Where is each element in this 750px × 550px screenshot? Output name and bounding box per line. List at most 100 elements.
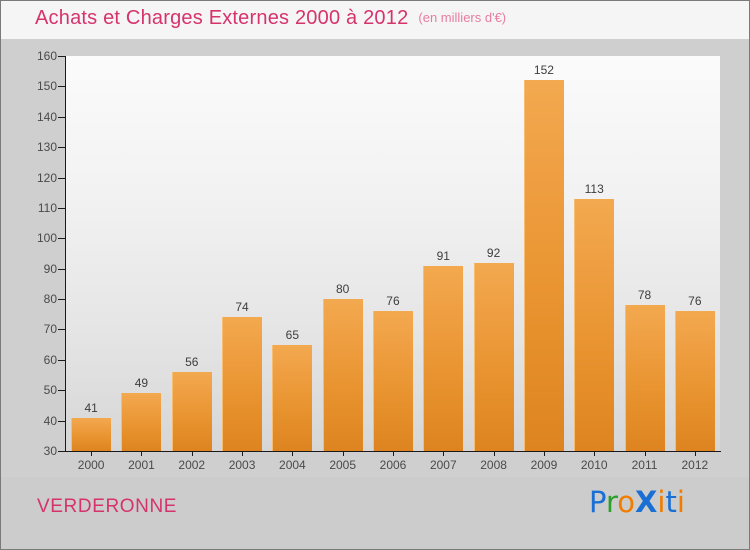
y-axis-tick <box>58 116 65 118</box>
x-axis-label: 2012 <box>681 458 709 472</box>
x-axis-tick <box>544 451 545 456</box>
bar-value-label: 92 <box>486 245 501 260</box>
x-axis-label: 2009 <box>530 458 558 472</box>
bar-slot: 113 <box>569 56 619 451</box>
y-axis-tick <box>58 238 65 240</box>
y-axis-tick <box>58 207 65 209</box>
chart-header: Achats et Charges Externes 2000 à 2012 (e… <box>1 1 749 39</box>
chart-footer: VERDERONNE ProXiti <box>1 477 749 549</box>
bar-value-label: 80 <box>335 282 350 297</box>
y-axis-tick <box>58 147 65 149</box>
bar-slot: 41 <box>66 56 116 451</box>
bar[interactable] <box>674 311 715 451</box>
x-axis-label: 2005 <box>329 458 357 472</box>
y-axis-label: 60 <box>43 352 57 367</box>
y-axis-tick <box>58 420 65 422</box>
bar-value-label: 49 <box>134 376 149 391</box>
bar-value-label: 65 <box>285 327 300 342</box>
bar-slot: 76 <box>670 56 720 451</box>
bar[interactable] <box>322 299 363 451</box>
entity-name: VERDERONNE <box>37 496 178 517</box>
proxiti-logo[interactable]: ProXiti <box>589 485 685 520</box>
y-axis-tick <box>58 451 65 452</box>
bar[interactable] <box>473 262 514 451</box>
x-axis-label: 2003 <box>228 458 256 472</box>
y-axis-label: 130 <box>36 140 57 155</box>
y-axis-label: 40 <box>43 413 57 428</box>
bar[interactable] <box>574 198 615 451</box>
y-axis-tick <box>58 329 65 331</box>
x-axis-label: 2004 <box>279 458 306 472</box>
x-axis-tick <box>645 451 646 456</box>
x-axis-tick <box>242 451 243 456</box>
bar-slot: 65 <box>267 56 317 451</box>
y-axis-tick <box>58 359 65 361</box>
x-axis-tick <box>343 451 344 456</box>
bar-slot: 49 <box>116 56 166 451</box>
y-axis-label: 50 <box>43 383 57 398</box>
x-axis-tick <box>141 451 142 456</box>
bar[interactable] <box>71 417 112 451</box>
x-axis-tick <box>292 451 293 456</box>
bar-value-label: 41 <box>84 400 98 415</box>
x-axis-label: 2010 <box>580 458 608 472</box>
bar-slot: 78 <box>619 56 669 451</box>
logo-letter: o <box>617 485 636 519</box>
logo-letter: i <box>676 485 685 519</box>
x-axis-label: 2001 <box>128 458 155 472</box>
x-axis-label: 2007 <box>429 458 457 472</box>
y-axis-tick <box>58 56 65 57</box>
x-axis-label: 2000 <box>77 458 105 472</box>
page-title: Achats et Charges Externes 2000 à 2012 <box>35 7 409 29</box>
bar-slot: 92 <box>468 56 518 451</box>
bar[interactable] <box>171 372 212 451</box>
x-axis-label: 2008 <box>480 458 507 472</box>
y-axis-tick <box>58 268 65 270</box>
bar-value-label: 91 <box>436 248 450 263</box>
x-axis-tick <box>695 451 696 456</box>
title-line: Achats et Charges Externes 2000 à 2012 (e… <box>35 7 506 30</box>
bar-slot: 74 <box>217 56 267 451</box>
bar-value-label: 78 <box>637 288 652 303</box>
bar[interactable] <box>222 317 263 451</box>
bar[interactable] <box>624 305 665 451</box>
y-axis-tick <box>58 299 65 301</box>
y-axis-label: 140 <box>36 109 57 124</box>
x-axis-label: 2011 <box>631 458 658 472</box>
x-axis-tick <box>494 451 495 456</box>
bar[interactable] <box>423 265 464 451</box>
y-axis-label: 160 <box>36 49 57 63</box>
bar-value-label: 76 <box>688 294 702 309</box>
y-axis-tick <box>58 177 65 179</box>
x-axis-tick <box>91 451 92 456</box>
x-axis-tick <box>443 451 444 456</box>
x-axis-tick <box>192 451 193 456</box>
x-axis-label: 2006 <box>379 458 407 472</box>
logo-letter: X <box>635 485 658 519</box>
y-axis-label: 90 <box>43 261 57 276</box>
bar[interactable] <box>121 393 162 451</box>
logo-letter: r <box>605 485 618 519</box>
y-axis-line <box>65 56 66 452</box>
y-axis-label: 110 <box>37 200 57 215</box>
y-axis-label: 120 <box>36 170 57 185</box>
bar-slot: 76 <box>368 56 418 451</box>
bar-value-label: 56 <box>185 355 199 369</box>
bar-slot: 152 <box>519 56 569 451</box>
bar[interactable] <box>372 311 413 451</box>
y-axis-label: 30 <box>43 444 57 458</box>
bar-value-label: 152 <box>533 63 554 78</box>
bar-slot: 56 <box>167 56 217 451</box>
y-axis-label: 150 <box>36 79 57 94</box>
x-axis-label: 2002 <box>178 458 206 472</box>
logo-letter: P <box>589 485 606 519</box>
y-axis-tick <box>58 390 65 392</box>
logo-letter: t <box>665 485 677 519</box>
bar-value-label: 76 <box>386 294 400 309</box>
chart-card: 30 40 50 60 70 80 90 100 110 120 130 140 150 160 41 49… <box>1 39 749 477</box>
y-axis-label: 80 <box>43 292 57 307</box>
y-axis-tick <box>58 86 65 88</box>
bar[interactable] <box>272 344 313 451</box>
bar[interactable] <box>523 80 564 451</box>
